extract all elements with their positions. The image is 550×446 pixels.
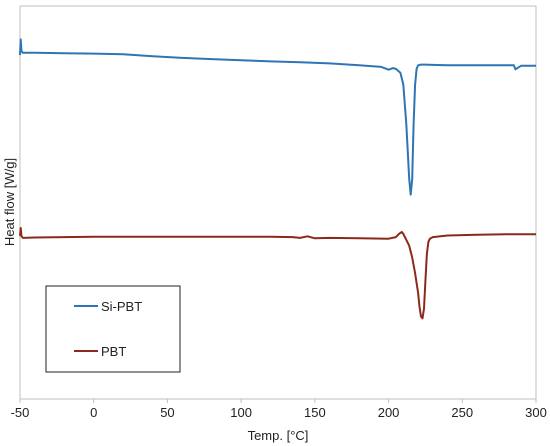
legend-box xyxy=(45,285,181,373)
x-axis: -50 0 50 100 150 200 250 300 xyxy=(11,399,547,420)
legend-label-si-pbt: Si-PBT xyxy=(101,299,142,314)
x-tick-label: -50 xyxy=(11,405,30,420)
x-tick-label: 100 xyxy=(230,405,252,420)
x-tick-label: 0 xyxy=(90,405,97,420)
series-layer xyxy=(19,38,536,320)
series-line-si-pbt xyxy=(19,38,536,196)
x-tick-label: 50 xyxy=(160,405,174,420)
x-tick-label: 300 xyxy=(525,405,547,420)
y-axis-title: Heat flow [W/g] xyxy=(2,158,17,246)
legend-label-pbt: PBT xyxy=(101,344,126,359)
legend: Si-PBT PBT xyxy=(45,285,181,373)
x-tick-label: 150 xyxy=(304,405,326,420)
x-tick-label: 250 xyxy=(451,405,473,420)
x-tick-label: 200 xyxy=(378,405,400,420)
series-line-pbt xyxy=(19,227,536,320)
plot-area-frame xyxy=(19,5,537,400)
x-axis-title: Temp. [°C] xyxy=(248,428,309,443)
